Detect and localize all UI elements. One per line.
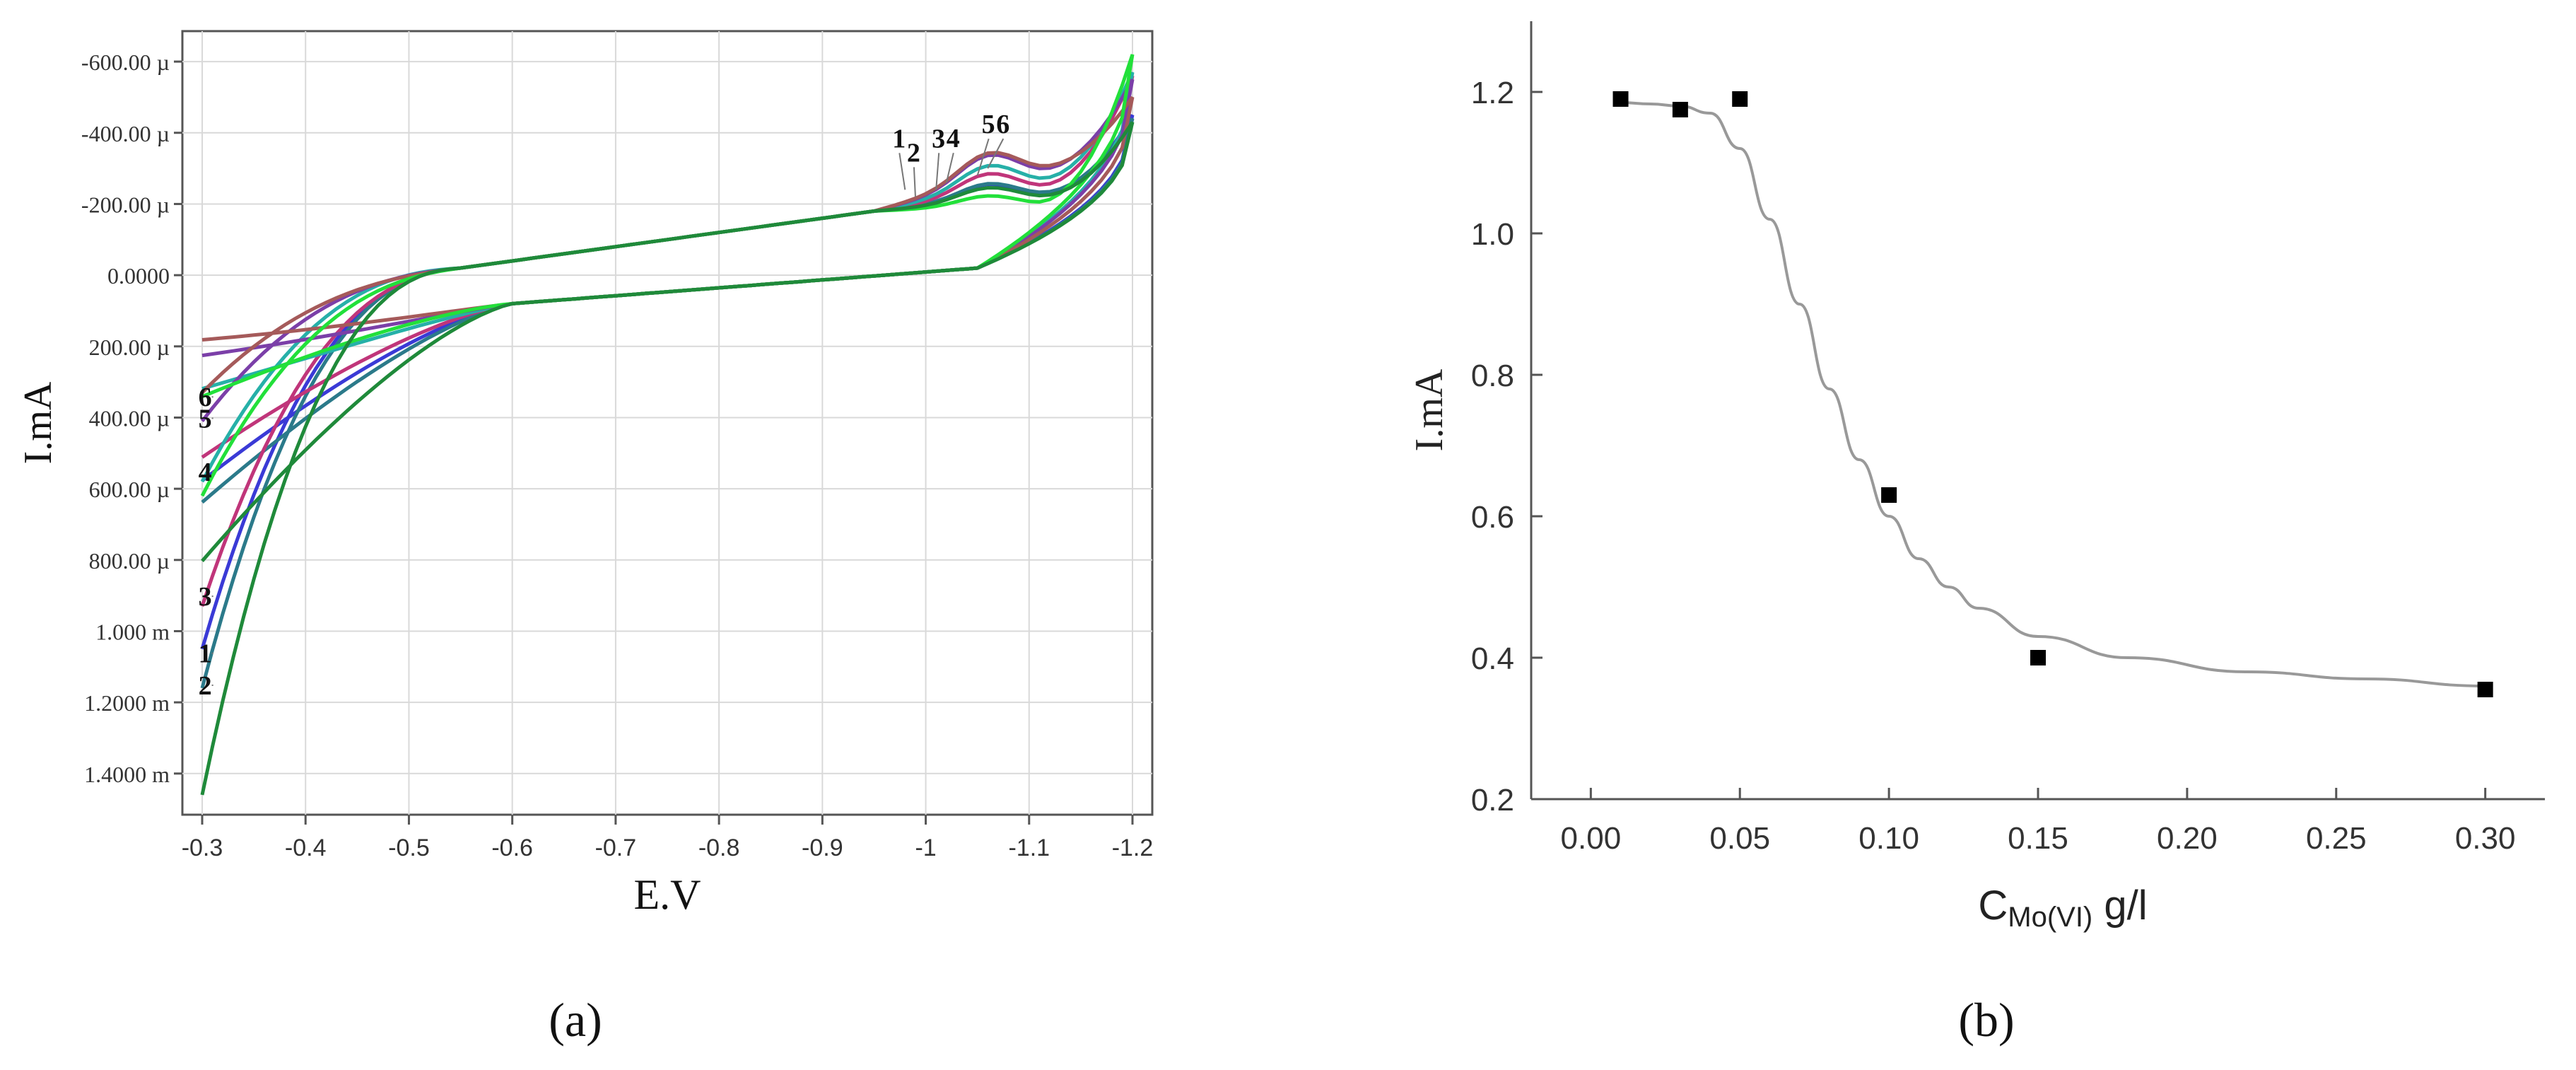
panel-a-x-tick-label: -1 xyxy=(915,835,936,861)
panel-a-x-ticks: -0.3 -0.4 -0.5 -0.6 -0.7 -0.8 -0.9 -1 -1.1 -1.2 xyxy=(182,815,1154,861)
panel-a-curve-number-label: 3 xyxy=(199,582,212,612)
panel-b-x-axis-label: CMo(VI) g/l xyxy=(1978,883,2147,933)
panel-b-x-tick-label: 0.15 xyxy=(2008,821,2068,856)
panel-a-y-tick-label: 0.0000 xyxy=(107,263,170,289)
panel-a-x-tick-label: -0.7 xyxy=(595,835,637,861)
panel-b-data-point xyxy=(1881,487,1897,503)
panel-b-chart: 0.20.40.60.81.01.2 0.00 0.05 0.10 0.15 0.20 0… xyxy=(1407,21,2545,1047)
panel-a-annotation-leader xyxy=(945,153,954,183)
panel-b-x-tick-label: 0.10 xyxy=(1858,821,1919,856)
panel-a-y-axis-label: I.mA xyxy=(16,381,60,464)
panel-a-annotation-leader xyxy=(898,153,906,190)
panel-a-x-tick-label: -1.2 xyxy=(1112,835,1154,861)
panel-a-y-tick-label: -400.00 µ xyxy=(81,121,170,146)
panel-a-series-curve xyxy=(200,121,1135,796)
panel-a-x-axis-label: E.V xyxy=(634,871,701,918)
panel-b-data-point xyxy=(1612,91,1629,107)
panel-a-x-tick-label: -0.6 xyxy=(491,835,533,861)
panel-b-x-ticks: 0.00 0.05 0.10 0.15 0.20 0.25 0.30 xyxy=(1561,788,2516,856)
panel-a-curve-number-label: 2 xyxy=(199,671,212,701)
panel-a-annotation-leader xyxy=(976,138,990,176)
panel-a-curves xyxy=(200,54,1135,796)
panel-a-y-tick-label: -600.00 µ xyxy=(81,50,170,75)
panel-a-label: (a) xyxy=(549,993,602,1047)
panel-b-x-axis-label-unit: g/l xyxy=(2092,883,2147,929)
panel-b-y-axis-label: I.mA xyxy=(1407,368,1451,451)
panel-a-curve-number-label: 2 xyxy=(907,138,920,168)
panel-b-label: (b) xyxy=(1958,993,2014,1047)
panel-a-chart: -600.00 µ -400.00 µ -200.00 µ 0.0000 200.00 … xyxy=(16,30,1154,1047)
panel-a-x-tick-label: -1.1 xyxy=(1008,835,1050,861)
panel-a-curve-number-label: 4 xyxy=(199,458,212,487)
panel-b-data-point xyxy=(1732,91,1748,107)
panel-a-x-tick-label: -0.8 xyxy=(698,835,740,861)
panel-b-x-tick-label: 0.00 xyxy=(1561,821,1622,856)
panel-a-y-tick-label: 1.000 m xyxy=(95,619,170,644)
panel-a-x-tick-label: -0.5 xyxy=(388,835,430,861)
panel-a-curve-number-label: 3 xyxy=(932,124,945,153)
panel-b-fit-curve xyxy=(1620,101,2486,687)
panel-a-y-ticks: -600.00 µ -400.00 µ -200.00 µ 0.0000 200.00 … xyxy=(81,50,182,787)
panel-b-x-axis-label-main: C xyxy=(1978,883,2008,929)
panel-b-y-tick-label: 0.8 xyxy=(1471,359,1514,393)
panel-a-curve-number-label: 4 xyxy=(947,124,960,153)
panel-a-x-tick-label: -0.4 xyxy=(285,835,327,861)
panel-b-y-tick-label: 0.2 xyxy=(1471,783,1514,818)
panel-a-annotation-leader xyxy=(987,138,1005,169)
panel-a-plot-frame xyxy=(181,30,1154,816)
panel-a-annotation-leader xyxy=(913,167,916,197)
panel-a-y-tick-label: 800.00 µ xyxy=(89,548,170,574)
panel-a-curve-number-label: 5 xyxy=(982,110,995,139)
panel-b-y-tick-label: 1.2 xyxy=(1471,76,1514,110)
panel-b-data-point xyxy=(2477,682,2493,697)
panel-b-y-tick-label: 0.4 xyxy=(1471,641,1514,676)
panel-a-curve-number-label: 1 xyxy=(892,124,906,153)
panel-a-y-tick-label: 1.4000 m xyxy=(84,762,170,787)
panel-a-y-tick-label: -200.00 µ xyxy=(81,192,170,217)
panel-a-curve-number-label: 6 xyxy=(996,110,1009,139)
panel-b-x-axis-label-sub: Mo(VI) xyxy=(2008,902,2092,933)
panel-b-points xyxy=(1612,91,2493,697)
panel-a-y-tick-label: 1.2000 m xyxy=(84,690,170,716)
panel-a-y-tick-label: 200.00 µ xyxy=(89,335,170,360)
panel-b-x-tick-label: 0.30 xyxy=(2455,821,2516,856)
panel-b-y-tick-label: 0.6 xyxy=(1471,500,1514,535)
panel-a-y-tick-label: 400.00 µ xyxy=(89,405,170,431)
panel-a-curve-number-label: 1 xyxy=(199,639,212,669)
panel-a-curve-number-label: 6 xyxy=(199,383,212,412)
panel-b-x-tick-label: 0.20 xyxy=(2157,821,2218,856)
panel-b-x-tick-label: 0.25 xyxy=(2306,821,2367,856)
panel-a-y-tick-label: 600.00 µ xyxy=(89,477,170,502)
panel-a-x-tick-label: -0.3 xyxy=(182,835,223,861)
panel-b-data-point xyxy=(1672,102,1688,117)
panel-a-grid xyxy=(182,31,1152,815)
panel-b-x-tick-label: 0.05 xyxy=(1709,821,1770,856)
panel-b-y-tick-label: 1.0 xyxy=(1471,217,1514,252)
panel-a-annotation-leader xyxy=(935,153,940,190)
panel-b-data-point xyxy=(2030,650,2046,665)
panel-b-y-ticks: 0.2 0.4 0.6 0.8 1.0 1.2 xyxy=(1471,76,1542,818)
panel-a-x-tick-label: -0.9 xyxy=(802,835,843,861)
panel-a-curve-number-label: 5 xyxy=(199,404,212,434)
